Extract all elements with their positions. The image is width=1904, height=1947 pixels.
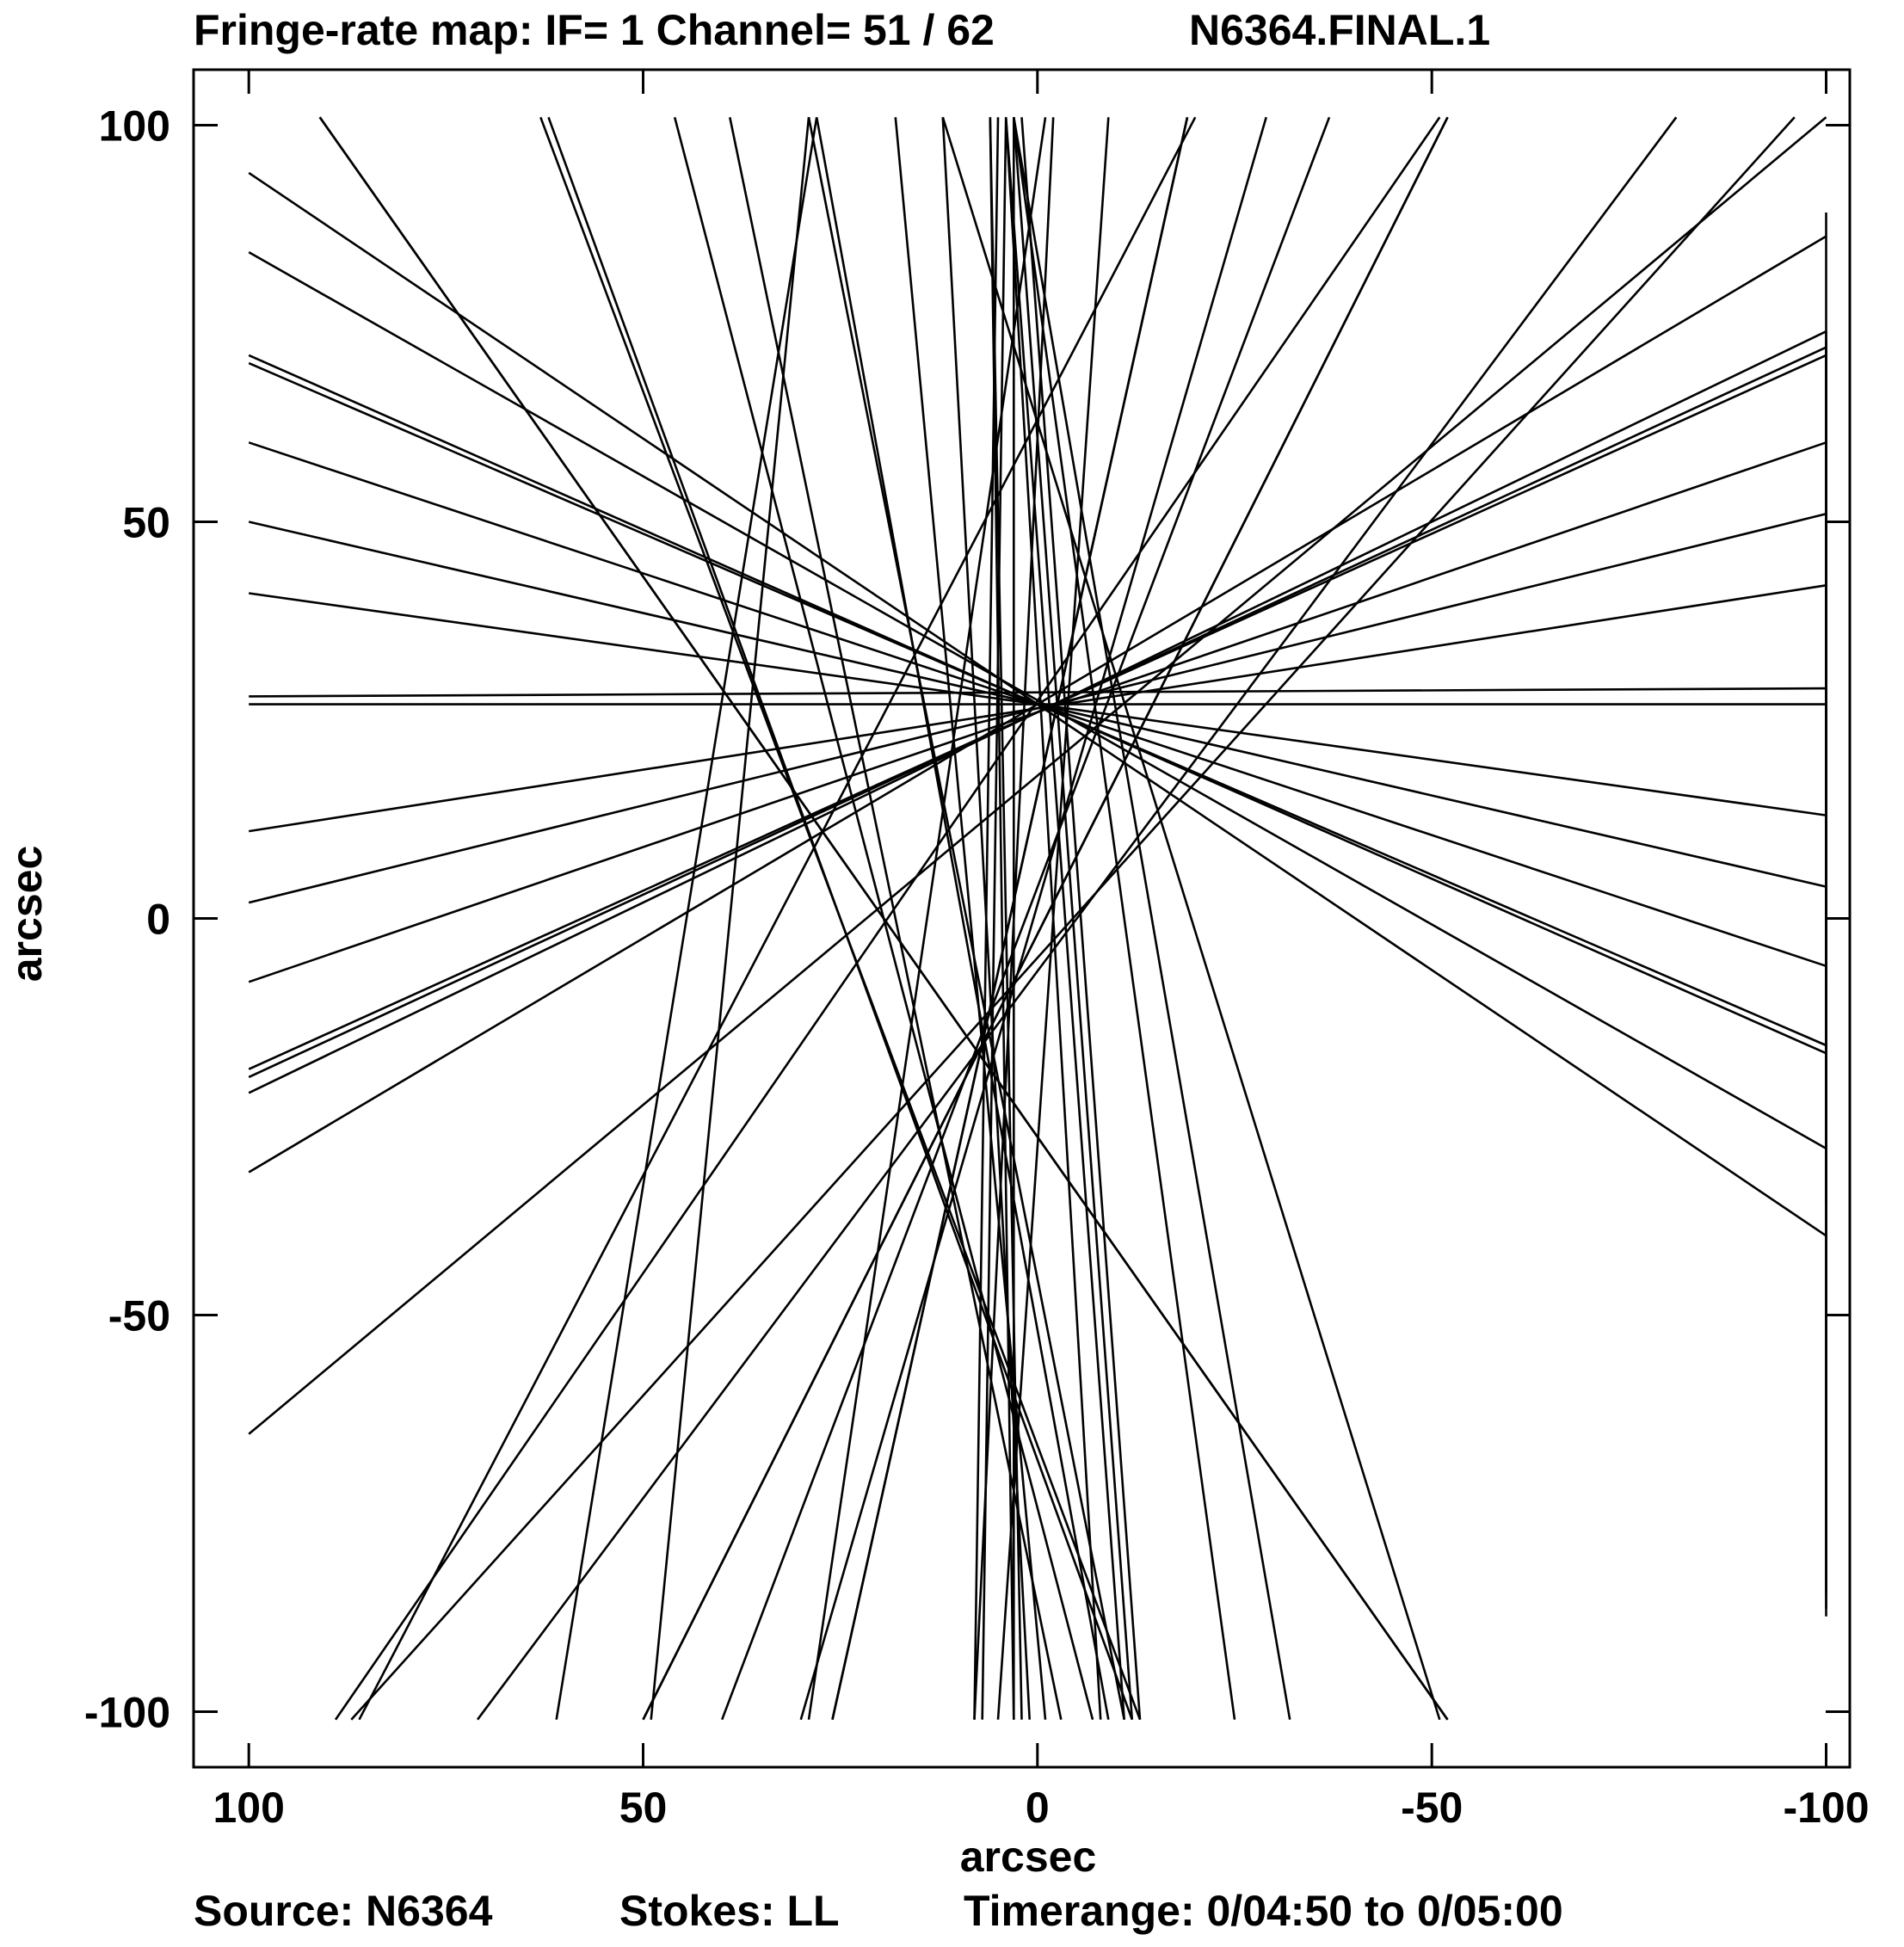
y-tick-label: -50 — [108, 1292, 170, 1340]
fringe-ray-23 — [729, 117, 1063, 1720]
fringe-ray-8 — [249, 687, 1827, 698]
fringe-ray-51 — [555, 117, 818, 1720]
fringe-ray-22 — [673, 116, 1094, 1721]
fringe-ray-59 — [1020, 117, 1142, 1720]
footer-timerange: Timerange: 0/04:50 to 0/05:00 — [964, 1887, 1563, 1935]
y-tick-label: -100 — [84, 1689, 170, 1737]
fringe-ray-11 — [248, 513, 1827, 904]
footer-source: Source: N6364 — [194, 1887, 493, 1935]
fringe-ray-58 — [1013, 117, 1134, 1720]
fringe-ray-24 — [807, 117, 1125, 1720]
fringe-ray-62 — [941, 116, 1441, 1721]
x-tick-label: 100 — [213, 1784, 284, 1832]
x-tick-label: -100 — [1783, 1784, 1869, 1832]
x-tick-label: 50 — [619, 1784, 668, 1832]
fringe-ray-21 — [547, 116, 1134, 1721]
fringe-ray-38 — [642, 116, 1449, 1721]
axis-ticks: 100 50 0 -50 -100 100 50 0 -50 -100 — [84, 70, 1870, 1832]
fringe-ray-54 — [973, 117, 1055, 1720]
y-tick-label: 100 — [99, 102, 170, 151]
x-tick-label: -50 — [1401, 1784, 1463, 1832]
fringe-ray-17 — [248, 116, 1827, 1435]
fringe-ray-30 — [981, 117, 1007, 1720]
y-tick-label: 0 — [146, 896, 170, 944]
fringe-ray-26 — [894, 117, 1047, 1720]
chart-title: Fringe-rate map: IF= 1 Channel= 51 / 62 — [194, 6, 995, 54]
fringe-rays — [248, 116, 1827, 1721]
fringe-ray-55 — [989, 117, 1015, 1720]
fringe-ray-36 — [720, 116, 1331, 1721]
x-tick-label: 0 — [1026, 1784, 1050, 1832]
fringe-ray-49 — [334, 116, 1441, 1721]
fringe-ray-50 — [358, 116, 1197, 1721]
fringe-ray-60 — [1013, 117, 1236, 1720]
fringe-ray-52 — [650, 117, 810, 1720]
fringe-ray-56 — [1004, 117, 1102, 1720]
fringe-ray-61 — [1013, 117, 1291, 1720]
y-axis-label: arcsec — [3, 846, 51, 983]
fringe-ray-53 — [807, 117, 1047, 1720]
y-tick-label: 50 — [122, 499, 170, 547]
fringe-ray-34 — [831, 117, 1189, 1720]
fringe-ray-35 — [799, 116, 1267, 1721]
image-name: N6364.FINAL.1 — [1189, 6, 1490, 54]
fringe-ray-16 — [248, 235, 1827, 1174]
x-axis-label: arcsec — [960, 1833, 1097, 1881]
fringe-ray-15 — [248, 330, 1827, 1094]
fringe-ray-25 — [815, 117, 1110, 1720]
footer-stokes: Stokes: LL — [619, 1887, 840, 1935]
